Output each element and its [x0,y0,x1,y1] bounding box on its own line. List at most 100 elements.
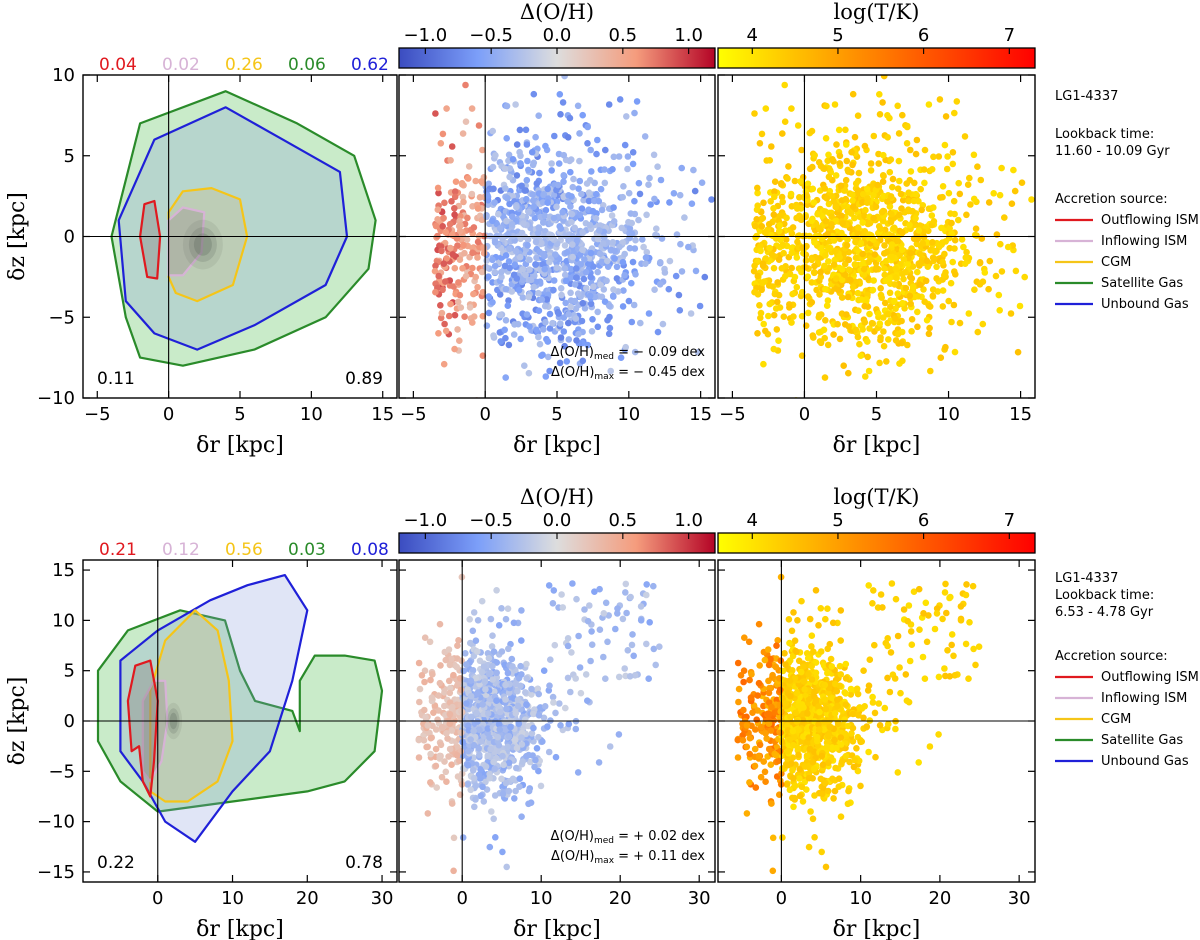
hexbin-point [550,214,558,222]
hexbin-point [504,195,511,202]
hexbin-point [449,703,456,711]
hexbin-point [816,311,823,319]
hexbin-point [745,638,753,646]
x-tick-label: 20 [296,888,319,909]
hexbin-point [864,353,871,361]
hexbin-point [479,783,486,791]
hexbin-point [884,635,891,642]
hexbin-point [852,326,860,334]
hexbin-point [889,175,897,183]
y-tick-label: −10 [37,388,75,409]
hexbin-point [782,236,790,243]
hexbin-point [502,615,510,623]
hexbin-point [929,239,936,246]
hexbin-point [877,225,884,232]
hexbin-point [489,163,497,171]
hexbin-point [629,160,637,168]
hexbin-point [477,766,484,773]
hexbin-point [787,713,794,721]
hexbin-point [734,659,742,667]
colorbar-temperature_colorbar [717,47,1036,69]
hexbin-point [963,211,970,219]
hexbin-point [925,330,933,338]
y-tick-label: 15 [52,560,75,581]
hexbin-point [535,712,543,719]
hexbin-point [476,726,483,734]
hexbin-point [446,689,454,697]
hexbin-point [794,205,801,212]
hexbin-point [557,225,565,232]
hexbin-point [908,316,916,323]
x-tick-label: 0 [479,404,490,425]
hexbin-point [850,763,858,771]
source-fraction: 0.26 [225,55,263,75]
hexbin-point [484,752,492,759]
hexbin-point [524,157,531,165]
hexbin-point [754,330,761,337]
hexbin-point [540,250,547,258]
hexbin-point [572,315,580,322]
hexbin-point [478,738,485,745]
hexbin-point [611,255,618,262]
x-tick-label: 10 [530,888,553,909]
hexbin-point [448,761,455,768]
hexbin-point [887,156,895,163]
hexbin-point [790,609,797,616]
hexbin-point [598,258,605,266]
hexbin-point [650,645,658,653]
hexbin-point [591,588,598,595]
hexbin-point [630,652,637,660]
hexbin-point [627,593,634,601]
hexbin-point [941,665,948,672]
hexbin-point [852,278,859,286]
hexbin-point [879,172,887,179]
hexbin-point [681,214,688,221]
hexbin-point [540,191,548,198]
hexbin-point [619,258,627,266]
hexbin-point [751,745,759,753]
hexbin-point [490,648,498,655]
hexbin-point [540,714,548,722]
hexbin-point [995,291,1003,299]
hexbin-point [432,288,439,296]
hexbin-point [822,317,829,324]
hexbin-point [601,233,608,241]
hexbin-point [470,313,478,320]
hexbin-point [765,677,772,685]
hexbin-point [501,262,509,270]
hexbin-point [518,741,526,748]
hexbin-point [743,810,751,817]
hexbin-point [848,191,856,198]
hexbin-point [488,808,495,815]
hexbin-point [567,156,575,163]
hexbin-point [880,342,888,350]
hexbin-point [811,152,818,159]
hexbin-point [810,268,818,276]
hexbin-point [546,682,553,689]
hexbin-point [504,605,512,612]
hexbin-point [844,293,852,301]
x-tick-label: 20 [609,888,632,909]
hexbin-point [489,127,497,135]
hexbin-point [552,753,560,761]
hexbin-point [628,219,635,227]
hexbin-point [766,244,773,252]
hexbin-point [901,305,908,312]
hexbin-point [766,157,774,164]
hexbin-point [975,643,983,650]
hexbin-point [535,767,542,775]
hexbin-point [533,180,541,187]
hexbin-point [958,236,966,243]
hexbin-point [445,677,453,685]
hexbin-point [495,622,503,629]
hexbin-point [971,286,978,294]
hexbin-point [631,109,638,117]
hexbin-point [573,595,580,603]
hexbin-point [816,338,824,345]
hexbin-point [966,619,973,626]
hexbin-point [428,694,436,701]
hexbin-point [937,354,945,362]
hexbin-point [751,262,758,270]
hexbin-point [981,269,989,276]
hexbin-point [594,235,602,243]
